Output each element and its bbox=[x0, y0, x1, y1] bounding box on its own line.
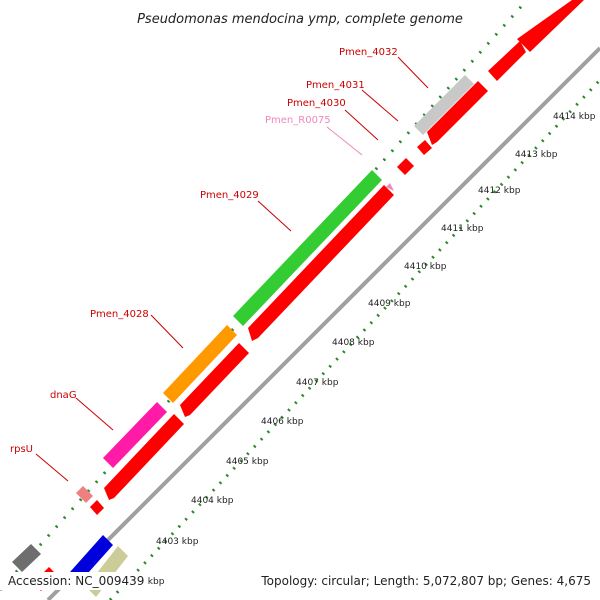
gene-reverse-3[interactable] bbox=[248, 185, 394, 341]
label-leaders bbox=[35, 56, 429, 482]
gene-small-c[interactable] bbox=[90, 500, 104, 515]
accession-text: Accession: NC_009439 bbox=[8, 574, 144, 588]
gene-reverse-2[interactable] bbox=[180, 343, 249, 417]
genome-stats-text: Topology: circular; Length: 5,072,807 bp… bbox=[260, 574, 591, 588]
gene-small-b[interactable] bbox=[417, 140, 432, 155]
gene-labels: Pmen_4032 Pmen_4031 Pmen_4030 Pmen_R0075… bbox=[10, 47, 398, 455]
gene-label-pmen-r0075[interactable]: Pmen_R0075 bbox=[265, 115, 331, 126]
position-label: 4413 kbp bbox=[515, 150, 558, 160]
position-label: 4411 kbp bbox=[441, 224, 484, 234]
gene-small-a[interactable] bbox=[397, 158, 414, 175]
gene-rrna-r0075[interactable] bbox=[386, 183, 394, 191]
gene-label-pmen-4028[interactable]: Pmen_4028 bbox=[90, 309, 149, 320]
position-label: 4414 kbp bbox=[553, 112, 596, 122]
reverse-genes bbox=[33, 0, 584, 591]
gene-label-rpsu[interactable]: rpsU bbox=[10, 444, 33, 455]
gene-label-pmen-4031[interactable]: Pmen_4031 bbox=[306, 80, 365, 91]
position-label: 4403 kbp bbox=[156, 537, 199, 547]
position-label: 4409 kbp bbox=[368, 299, 411, 309]
gene-reverse-4[interactable] bbox=[427, 81, 488, 145]
position-label: 4412 kbp bbox=[478, 186, 521, 196]
position-label: 4405 kbp bbox=[226, 457, 269, 467]
gene-dnag[interactable] bbox=[103, 402, 167, 468]
gene-pmen-4028[interactable] bbox=[163, 325, 237, 403]
position-label: 4407 kbp bbox=[296, 378, 339, 388]
gene-reverse-1[interactable] bbox=[104, 414, 184, 500]
gene-label-pmen-4030[interactable]: Pmen_4030 bbox=[287, 98, 346, 109]
gene-pmen-4029[interactable] bbox=[233, 170, 382, 326]
position-label: 4406 kbp bbox=[261, 417, 304, 427]
gene-label-pmen-4029[interactable]: Pmen_4029 bbox=[200, 190, 259, 201]
gene-reverse-6[interactable] bbox=[517, 0, 584, 52]
position-label: 4408 kbp bbox=[332, 338, 375, 348]
position-labels: 4414 kbp 4413 kbp 4412 kbp 4411 kbp 4410… bbox=[122, 112, 596, 587]
backbone bbox=[38, 38, 600, 600]
footer-accession-bg bbox=[0, 572, 145, 590]
gene-left-dark[interactable] bbox=[12, 544, 41, 572]
gene-rpsu[interactable] bbox=[76, 486, 93, 503]
gene-label-pmen-4032[interactable]: Pmen_4032 bbox=[339, 47, 398, 58]
forward-genes bbox=[12, 75, 474, 597]
gene-pmen-4032[interactable] bbox=[414, 75, 474, 135]
footer: Accession: NC_009439 Topology: circular;… bbox=[0, 572, 591, 590]
position-label: 4410 kbp bbox=[404, 262, 447, 272]
gene-reverse-5[interactable] bbox=[488, 41, 526, 81]
map-title: Pseudomonas mendocina ymp, complete geno… bbox=[137, 12, 463, 27]
position-label: 4404 kbp bbox=[191, 496, 234, 506]
gene-label-dnag[interactable]: dnaG bbox=[50, 390, 77, 401]
gene-left-blue[interactable] bbox=[70, 535, 113, 582]
